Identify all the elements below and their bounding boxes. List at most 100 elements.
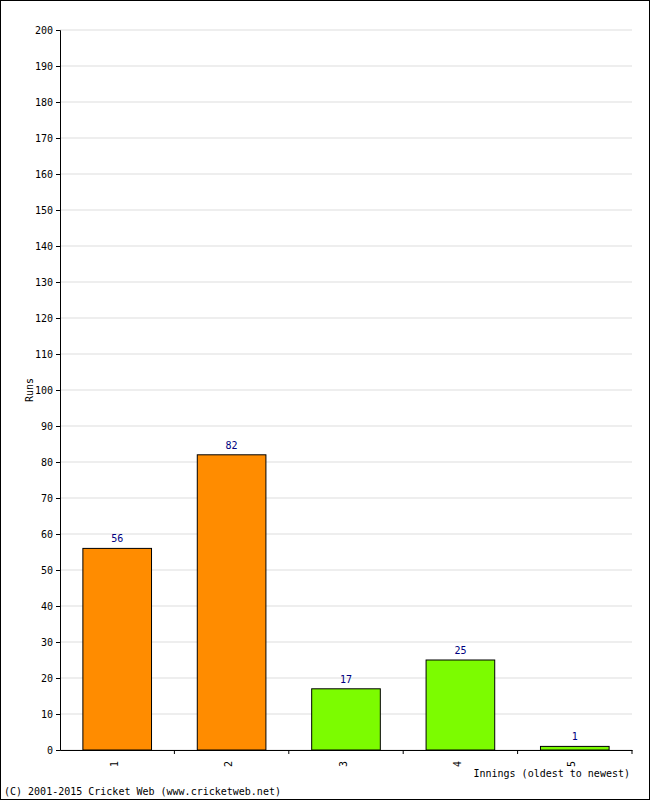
y-tick: 60 — [41, 529, 60, 540]
y-tick-mark — [56, 498, 60, 499]
y-tick-mark — [56, 174, 60, 175]
grid-line — [60, 498, 632, 499]
y-axis-title: Runs — [24, 378, 35, 402]
y-tick: 40 — [41, 601, 60, 612]
annotations: (C) 2001-2015 Cricket Web (www.cricketwe… — [4, 786, 281, 797]
y-tick: 100 — [35, 385, 60, 396]
y-tick-mark — [56, 750, 60, 751]
grid-line — [60, 138, 632, 139]
y-tick-label: 90 — [41, 421, 53, 432]
y-tick-mark — [56, 534, 60, 535]
y-tick: 170 — [35, 133, 60, 144]
grid-line — [60, 462, 632, 463]
y-tick: 140 — [35, 241, 60, 252]
grid-line — [60, 354, 632, 355]
y-tick: 190 — [35, 61, 60, 72]
y-tick: 20 — [41, 673, 60, 684]
y-tick-label: 60 — [41, 529, 53, 540]
y-tick: 180 — [35, 97, 60, 108]
y-tick-label: 110 — [35, 349, 53, 360]
frame — [1, 1, 650, 800]
y-tick-mark — [56, 354, 60, 355]
data-labels: 568217251 — [111, 440, 578, 743]
y-tick-label: 160 — [35, 169, 53, 180]
grid-line — [60, 282, 632, 283]
x-axis: 1 2 3 4 5 — [61, 750, 633, 767]
y-tick: 110 — [35, 349, 60, 360]
y-tick: 150 — [35, 205, 60, 216]
y-tick-label: 70 — [41, 493, 53, 504]
y-tick-label: 40 — [41, 601, 53, 612]
x-tick-label: 1 — [109, 761, 120, 767]
chart: 0 10 20 30 40 50 60 70 80 90 100 110 120 130 140 150 160… — [0, 0, 650, 800]
y-tick-mark — [56, 246, 60, 247]
x-separator — [517, 750, 518, 754]
y-tick-label: 80 — [41, 457, 53, 468]
y-tick: 80 — [41, 457, 60, 468]
grid-line — [60, 534, 632, 535]
y-tick: 50 — [41, 565, 60, 576]
copyright: (C) 2001-2015 Cricket Web (www.cricketwe… — [4, 786, 281, 797]
bar — [426, 660, 495, 750]
grid-line — [60, 246, 632, 247]
y-tick-label: 150 — [35, 205, 53, 216]
y-axis: 0 10 20 30 40 50 60 70 80 90 100 110 120 130 140 150 160… — [35, 25, 61, 756]
y-tick-mark — [56, 570, 60, 571]
x-axis-line — [61, 750, 633, 751]
data-label: 82 — [226, 440, 238, 451]
y-tick-mark — [56, 642, 60, 643]
y-tick-label: 130 — [35, 277, 53, 288]
bar — [312, 689, 381, 750]
grid-line — [60, 426, 632, 427]
y-tick: 200 — [35, 25, 60, 36]
y-tick-mark — [56, 426, 60, 427]
x-tick-label: 5 — [566, 761, 577, 767]
x-tick: 5 — [566, 750, 577, 767]
y-tick-label: 200 — [35, 25, 53, 36]
y-tick-mark — [56, 462, 60, 463]
y-tick: 160 — [35, 169, 60, 180]
x-separators — [174, 750, 632, 754]
y-tick-label: 100 — [35, 385, 53, 396]
grid-line — [60, 210, 632, 211]
data-label: 25 — [454, 645, 466, 656]
grid-line — [60, 66, 632, 67]
grid-line — [60, 102, 632, 103]
x-tick-label: 2 — [223, 761, 234, 767]
plot: 0 10 20 30 40 50 60 70 80 90 100 110 120 130 140 150 160… — [35, 25, 633, 767]
y-tick-label: 120 — [35, 313, 53, 324]
x-tick: 2 — [223, 750, 234, 767]
y-axis-line — [56, 31, 61, 751]
y-tick-mark — [56, 66, 60, 67]
y-tick: 30 — [41, 637, 60, 648]
y-tick-mark — [56, 138, 60, 139]
y-tick-label: 170 — [35, 133, 53, 144]
x-tick: 1 — [109, 750, 120, 767]
y-tick: 10 — [41, 709, 60, 720]
y-tick-label: 20 — [41, 673, 53, 684]
grid-line — [60, 30, 632, 31]
grid-line — [60, 318, 632, 319]
y-tick: 0 — [47, 745, 60, 756]
y-tick: 90 — [41, 421, 60, 432]
y-tick-label: 10 — [41, 709, 53, 720]
x-tick-label: 4 — [452, 761, 463, 767]
y-tick-label: 180 — [35, 97, 53, 108]
bar — [540, 746, 609, 750]
y-tick-mark — [56, 210, 60, 211]
x-tick: 4 — [452, 750, 463, 767]
y-tick-mark — [56, 318, 60, 319]
x-separator — [174, 750, 175, 754]
x-separator — [632, 750, 633, 754]
x-tick-label: 3 — [338, 761, 349, 767]
y-tick-mark — [56, 714, 60, 715]
y-tick-mark — [56, 282, 60, 283]
y-tick-label: 190 — [35, 61, 53, 72]
y-tick-label: 0 — [47, 745, 53, 756]
x-separator — [288, 750, 289, 754]
x-axis-title: Innings (oldest to newest) — [473, 768, 630, 779]
grid-line — [60, 174, 632, 175]
data-label: 17 — [340, 674, 352, 685]
data-label: 1 — [572, 731, 578, 742]
y-tick-mark — [56, 678, 60, 679]
